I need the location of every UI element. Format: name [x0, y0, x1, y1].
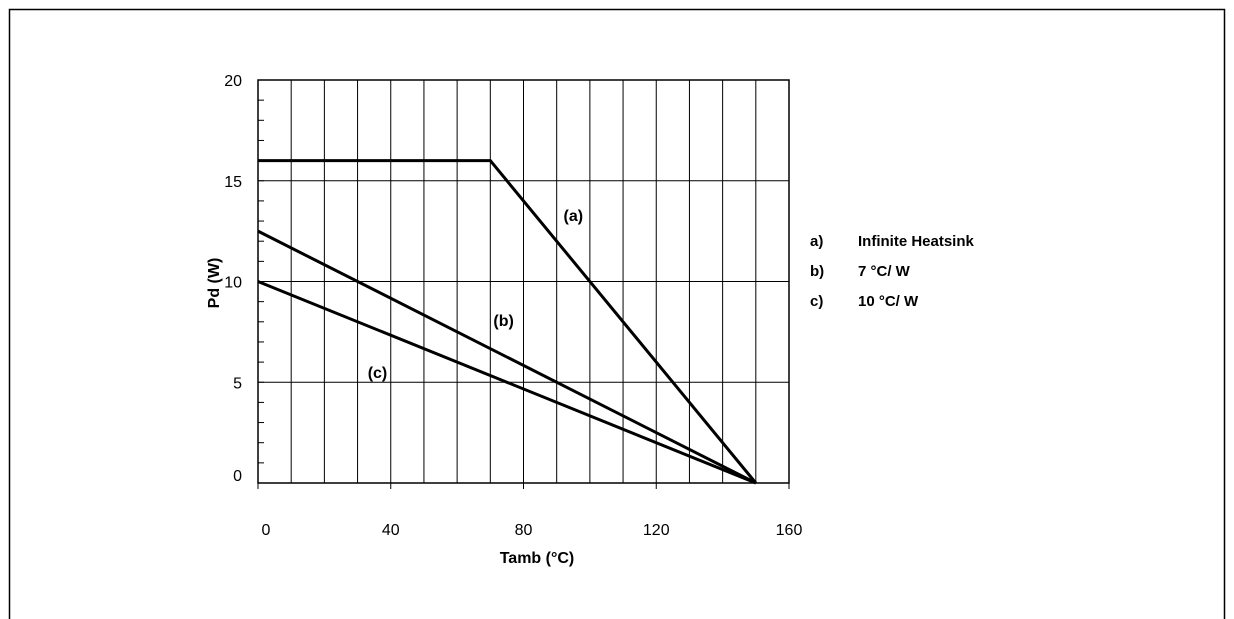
series-label-a: (a): [564, 208, 584, 225]
curve-labels: (a) (b) (c): [368, 208, 583, 382]
x-tick-label: 40: [382, 522, 400, 539]
series-label-b: (b): [493, 313, 513, 330]
x-tick-label: 0: [262, 522, 271, 539]
y-minor-ticks: [258, 99, 264, 464]
legend-entry: 10 °C/ W: [858, 293, 919, 310]
legend-key: c): [810, 293, 823, 310]
legend-key: a): [810, 233, 823, 250]
series-group: [257, 159, 757, 485]
x-tick-label: 120: [643, 522, 670, 539]
grid: [258, 80, 789, 483]
page-frame: [8, 8, 1226, 619]
legend-entry: Infinite Heatsink: [858, 233, 975, 250]
y-axis-title: Pd (W): [206, 258, 223, 309]
series-line-b: [257, 229, 757, 485]
y-tick-label: 20: [224, 73, 242, 90]
legend: a) Infinite Heatsink b) 7 °C/ W c) 10 °C/ W: [810, 233, 975, 310]
y-tick-labels: 0 5 10 15 20: [224, 73, 242, 485]
x-axis-title: Tamb (°C): [500, 550, 575, 567]
x-tick-label: 160: [776, 522, 803, 539]
y-tick-label: 10: [224, 275, 242, 292]
y-tick-label: 0: [233, 468, 242, 485]
legend-entry: 7 °C/ W: [858, 263, 911, 280]
x-tick-labels: 0 40 80 120 160: [257, 483, 803, 539]
series-line-c: [257, 280, 757, 485]
y-tick-label: 15: [224, 174, 242, 191]
series-label-c: (c): [368, 365, 388, 382]
x-tick-label: 80: [515, 522, 533, 539]
series-line-a: [258, 159, 757, 484]
legend-key: b): [810, 263, 824, 280]
y-tick-label: 5: [233, 375, 242, 392]
